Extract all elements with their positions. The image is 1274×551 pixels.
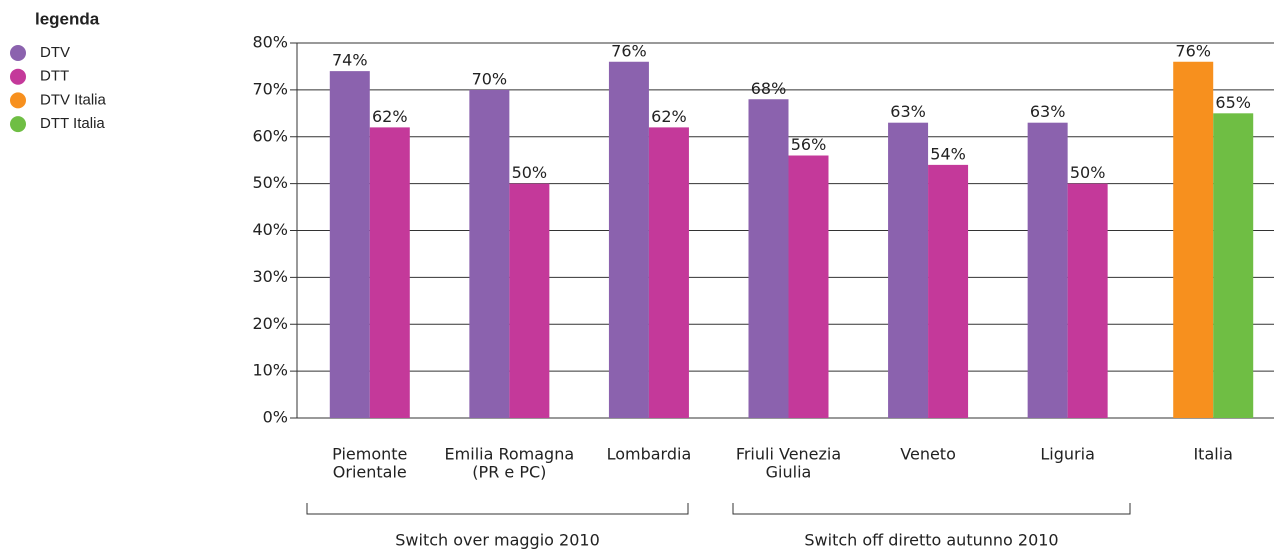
y-tick-label: 40% <box>252 220 288 239</box>
value-label: 63% <box>890 102 926 121</box>
y-tick-label: 60% <box>252 126 288 145</box>
y-tick-label: 20% <box>252 314 288 333</box>
value-label: 56% <box>791 135 827 154</box>
x-tick-label: Lombardia <box>607 445 692 464</box>
value-label: 70% <box>472 69 508 88</box>
x-tick-label: Emilia Romagna <box>445 445 575 464</box>
x-tick-label: Liguria <box>1040 445 1094 464</box>
bar <box>928 164 969 418</box>
y-tick-label: 70% <box>252 79 288 98</box>
x-tick-label: Piemonte <box>332 445 407 464</box>
x-tick-label: Veneto <box>900 445 956 464</box>
value-label: 76% <box>1175 41 1211 60</box>
value-label: 76% <box>611 41 647 60</box>
bar <box>509 183 550 418</box>
bar <box>608 61 649 418</box>
y-tick-label: 50% <box>252 173 288 192</box>
x-tick-label: Giulia <box>766 463 812 482</box>
y-tick-label: 10% <box>252 361 288 380</box>
value-label: 50% <box>1070 163 1106 182</box>
legend-label: DTV <box>40 44 70 61</box>
bar <box>1213 113 1254 418</box>
value-label: 54% <box>930 144 966 163</box>
group-bracket <box>732 503 1131 515</box>
bar <box>748 99 789 418</box>
value-label: 63% <box>1030 102 1066 121</box>
value-label: 65% <box>1215 93 1251 112</box>
bar <box>788 155 829 418</box>
group-label: Switch off diretto autunno 2010 <box>804 531 1058 550</box>
legend-marker <box>10 116 26 133</box>
legend-marker <box>10 68 26 85</box>
group-bracket <box>306 503 689 515</box>
legend-label: DTT <box>40 68 69 85</box>
bar <box>1067 183 1108 418</box>
value-label: 62% <box>372 107 408 126</box>
value-label: 62% <box>651 107 687 126</box>
bar <box>369 127 410 418</box>
bar <box>1173 61 1214 418</box>
group-label: Switch over maggio 2010 <box>395 531 600 550</box>
value-label: 74% <box>332 51 368 70</box>
bar <box>469 89 510 418</box>
legend-label: DTT Italia <box>40 115 105 132</box>
x-tick-label: Orientale <box>333 463 407 482</box>
x-tick-label: Friuli Venezia <box>736 445 841 464</box>
legend-label: DTV Italia <box>40 91 107 108</box>
bar <box>1027 122 1068 418</box>
y-tick-label: 0% <box>263 408 288 427</box>
bar <box>888 122 929 418</box>
bar <box>329 71 370 418</box>
x-tick-label: Italia <box>1193 445 1233 464</box>
legend-marker <box>10 45 26 61</box>
y-tick-label: 30% <box>252 267 288 286</box>
legend-marker <box>10 92 26 109</box>
legend-title: legenda <box>35 9 100 28</box>
value-label: 68% <box>751 79 787 98</box>
value-label: 50% <box>512 163 548 182</box>
bar <box>648 127 689 418</box>
x-tick-label: (PR e PC) <box>472 463 546 482</box>
y-tick-label: 80% <box>252 33 288 52</box>
